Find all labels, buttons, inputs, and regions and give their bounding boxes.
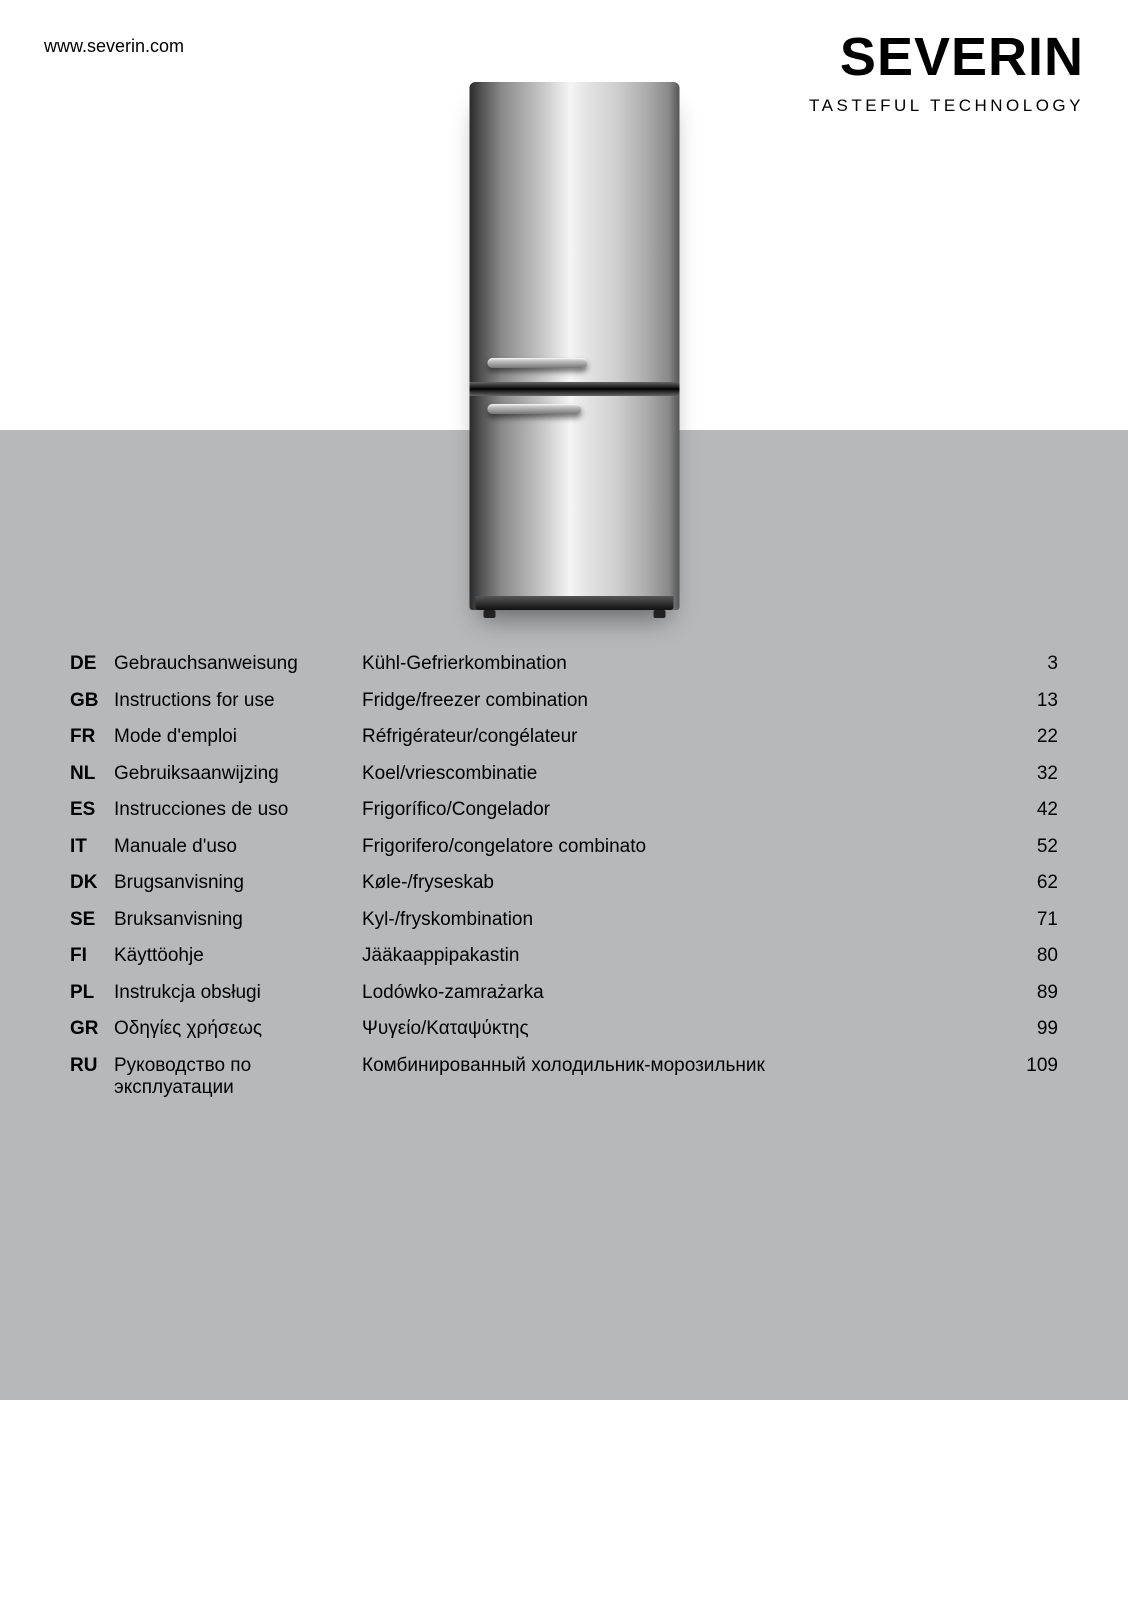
fridge-base xyxy=(476,596,674,610)
brand-logo: SEVERIN xyxy=(809,30,1084,84)
lang-product: Réfrigérateur/congélateur xyxy=(362,726,1008,748)
table-row: GB Instructions for use Fridge/freezer c… xyxy=(70,690,1058,712)
lang-manual: Instructions for use xyxy=(114,690,362,712)
lang-manual: Руководство по эксплуатации xyxy=(114,1055,362,1099)
table-row: RU Руководство по эксплуатации Комбиниро… xyxy=(70,1055,1058,1099)
lang-code: PL xyxy=(70,982,114,1004)
lang-product: Jääkaappipakastin xyxy=(362,945,1008,967)
lang-code: DK xyxy=(70,872,114,894)
table-row: DE Gebrauchsanweisung Kühl-Gefrierkombin… xyxy=(70,653,1058,675)
lang-product: Køle-/fryseskab xyxy=(362,872,1008,894)
table-row: ES Instrucciones de uso Frigorífico/Cong… xyxy=(70,799,1058,821)
lang-manual: Brugsanvisning xyxy=(114,872,362,894)
lang-manual: Käyttöohje xyxy=(114,945,362,967)
lang-manual: Oδηγίες χρήσεως xyxy=(114,1018,362,1040)
lang-page: 52 xyxy=(1008,836,1058,858)
lang-code: IT xyxy=(70,836,114,858)
table-row: FI Käyttöohje Jääkaappipakastin 80 xyxy=(70,945,1058,967)
lang-code: FR xyxy=(70,726,114,748)
lang-manual: Bruksanvisning xyxy=(114,909,362,931)
table-row: SE Bruksanvisning Kyl-/fryskombination 7… xyxy=(70,909,1058,931)
table-row: IT Manuale d'uso Frigorifero/congelatore… xyxy=(70,836,1058,858)
lang-code: NL xyxy=(70,763,114,785)
table-row: PL Instrukcja obsługi Lodówko-zamrażarka… xyxy=(70,982,1058,1004)
lang-page: 89 xyxy=(1008,982,1058,1004)
lang-product: Fridge/freezer combination xyxy=(362,690,1008,712)
product-image xyxy=(470,82,680,622)
lang-manual: Gebrauchsanweisung xyxy=(114,653,362,675)
lang-code: DE xyxy=(70,653,114,675)
lang-page: 3 xyxy=(1008,653,1058,675)
lang-code: ES xyxy=(70,799,114,821)
lang-page: 71 xyxy=(1008,909,1058,931)
fridge-door-gap xyxy=(470,382,680,396)
fridge-foot-left xyxy=(484,610,496,618)
lang-product: Frigorifero/congelatore combinato xyxy=(362,836,1008,858)
website-url: www.severin.com xyxy=(44,36,184,57)
fridge-body xyxy=(470,82,680,610)
lang-manual: Instrukcja obsługi xyxy=(114,982,362,1004)
table-row: FR Mode d'emploi Réfrigérateur/congélate… xyxy=(70,726,1058,748)
lang-code: GR xyxy=(70,1018,114,1040)
lang-product: Kyl-/fryskombination xyxy=(362,909,1008,931)
lang-product: Комбинированный холодильник-морозильник xyxy=(362,1055,1008,1077)
lang-manual: Manuale d'uso xyxy=(114,836,362,858)
fridge-handle-bottom xyxy=(488,404,582,414)
lang-product: Lodówko-zamrażarka xyxy=(362,982,1008,1004)
fridge-handle-top xyxy=(488,358,588,368)
lang-page: 62 xyxy=(1008,872,1058,894)
lang-code: GB xyxy=(70,690,114,712)
lang-page: 99 xyxy=(1008,1018,1058,1040)
lang-page: 13 xyxy=(1008,690,1058,712)
lang-code: SE xyxy=(70,909,114,931)
lang-product: Kühl-Gefrierkombination xyxy=(362,653,1008,675)
brand-block: SEVERIN TASTEFUL TECHNOLOGY xyxy=(809,30,1084,116)
lang-page: 22 xyxy=(1008,726,1058,748)
brand-tagline: TASTEFUL TECHNOLOGY xyxy=(809,96,1084,116)
lang-page: 80 xyxy=(1008,945,1058,967)
fridge-foot-right xyxy=(654,610,666,618)
lang-code: FI xyxy=(70,945,114,967)
lang-product: Ψυγείο/Καταψύκτης xyxy=(362,1018,1008,1040)
table-row: GR Oδηγίες χρήσεως Ψυγείο/Καταψύκτης 99 xyxy=(70,1018,1058,1040)
lang-manual: Mode d'emploi xyxy=(114,726,362,748)
lang-page: 42 xyxy=(1008,799,1058,821)
lang-page: 109 xyxy=(1008,1055,1058,1077)
lang-code: RU xyxy=(70,1055,114,1077)
lang-manual: Instrucciones de uso xyxy=(114,799,362,821)
lang-product: Koel/vriescombinatie xyxy=(362,763,1008,785)
language-table: DE Gebrauchsanweisung Kühl-Gefrierkombin… xyxy=(70,653,1058,1113)
lang-page: 32 xyxy=(1008,763,1058,785)
table-row: NL Gebruiksaanwijzing Koel/vriescombinat… xyxy=(70,763,1058,785)
lang-product: Frigorífico/Congelador xyxy=(362,799,1008,821)
table-row: DK Brugsanvisning Køle-/fryseskab 62 xyxy=(70,872,1058,894)
lang-manual: Gebruiksaanwijzing xyxy=(114,763,362,785)
